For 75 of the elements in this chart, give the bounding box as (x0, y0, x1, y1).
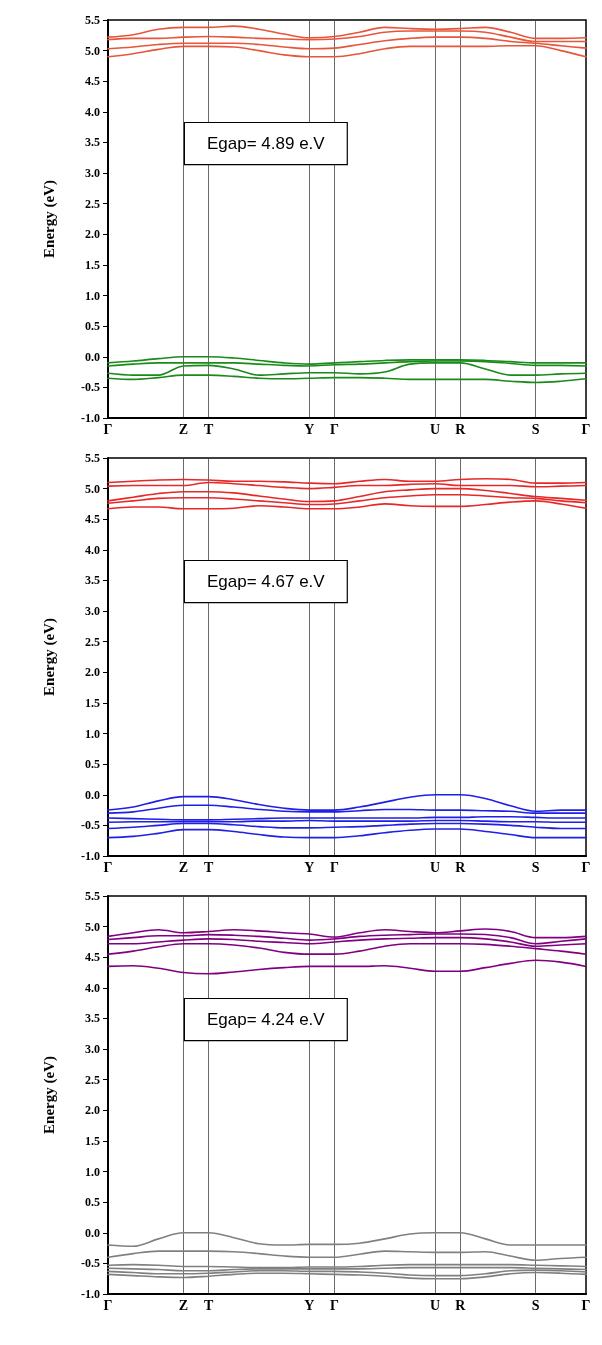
y-tick-label: 5.0 (85, 481, 100, 496)
x-tick-label: Z (178, 421, 189, 437)
x-tick-label: R (455, 421, 467, 437)
y-tick-label: 0.0 (85, 349, 100, 364)
y-tick-label: 5.0 (85, 43, 100, 58)
y-tick-label: 2.5 (85, 196, 100, 211)
y-tick-label: -1.0 (81, 1287, 100, 1301)
x-tick-label: Γ (329, 859, 339, 875)
x-tick-label: Γ (581, 421, 591, 437)
x-tick-label: S (531, 859, 540, 875)
x-tick-label: Y (304, 421, 315, 437)
annotation: Egap= 4.67 e.V (207, 572, 326, 592)
y-tick-label: 2.5 (85, 1072, 100, 1087)
y-axis-title: Energy (eV) (40, 180, 58, 258)
y-tick-label: -1.0 (81, 411, 100, 425)
y-tick-label: 0.5 (85, 1195, 100, 1210)
y-tick-label: 1.0 (85, 288, 100, 303)
y-tick-label: 1.5 (85, 1133, 100, 1148)
x-tick-label: Y (304, 859, 315, 875)
annotation: Egap= 4.89 e.V (207, 134, 326, 154)
annotation: Egap= 4.24 e.V (207, 1010, 326, 1030)
x-tick-label: Γ (329, 1297, 339, 1313)
y-tick-label: 5.5 (85, 13, 100, 27)
y-tick-label: 1.5 (85, 257, 100, 272)
y-tick-label: 3.5 (85, 573, 100, 588)
y-tick-label: 2.0 (85, 1103, 100, 1118)
x-tick-label: Z (178, 1297, 189, 1313)
x-tick-label: Γ (103, 1297, 113, 1313)
y-tick-label: 2.0 (85, 665, 100, 680)
y-tick-label: 3.5 (85, 135, 100, 150)
y-tick-label: 5.5 (85, 889, 100, 903)
y-tick-label: 4.0 (85, 542, 100, 557)
y-tick-label: 2.5 (85, 634, 100, 649)
x-tick-label: Γ (103, 859, 113, 875)
x-tick-label: R (455, 1297, 467, 1313)
y-tick-label: 0.0 (85, 787, 100, 802)
x-tick-label: Γ (581, 1297, 591, 1313)
y-tick-label: 4.5 (85, 950, 100, 965)
x-tick-label: T (203, 859, 214, 875)
y-axis-title: Energy (eV) (40, 618, 58, 696)
y-tick-label: 1.0 (85, 1164, 100, 1179)
y-tick-label: 3.5 (85, 1011, 100, 1026)
x-tick-label: Z (178, 859, 189, 875)
y-tick-label: 3.0 (85, 604, 100, 619)
x-tick-label: Y (304, 1297, 315, 1313)
y-axis-title: Energy (eV) (40, 1056, 58, 1134)
y-tick-label: 0.5 (85, 319, 100, 334)
y-tick-label: -1.0 (81, 849, 100, 863)
y-tick-label: 2.0 (85, 227, 100, 242)
x-tick-label: R (455, 859, 467, 875)
y-tick-label: 3.0 (85, 1042, 100, 1057)
y-tick-label: -0.5 (81, 818, 100, 833)
x-tick-label: S (531, 1297, 540, 1313)
x-tick-label: T (203, 421, 214, 437)
x-tick-label: Γ (103, 421, 113, 437)
y-tick-label: 0.5 (85, 757, 100, 772)
x-tick-label: U (429, 1297, 441, 1313)
x-tick-label: U (429, 859, 441, 875)
y-tick-label: 4.0 (85, 104, 100, 119)
y-tick-label: 1.0 (85, 726, 100, 741)
x-tick-label: T (203, 1297, 214, 1313)
y-tick-label: 1.5 (85, 695, 100, 710)
y-tick-label: 4.5 (85, 74, 100, 89)
y-tick-label: 0.0 (85, 1225, 100, 1240)
x-tick-label: S (531, 421, 540, 437)
y-tick-label: 5.5 (85, 451, 100, 465)
x-tick-label: Γ (581, 859, 591, 875)
y-tick-label: 4.0 (85, 980, 100, 995)
y-tick-label: -0.5 (81, 1256, 100, 1271)
x-tick-label: Γ (329, 421, 339, 437)
y-tick-label: 3.0 (85, 166, 100, 181)
x-tick-label: U (429, 421, 441, 437)
y-tick-label: -0.5 (81, 380, 100, 395)
y-tick-label: 5.0 (85, 919, 100, 934)
y-tick-label: 4.5 (85, 512, 100, 527)
